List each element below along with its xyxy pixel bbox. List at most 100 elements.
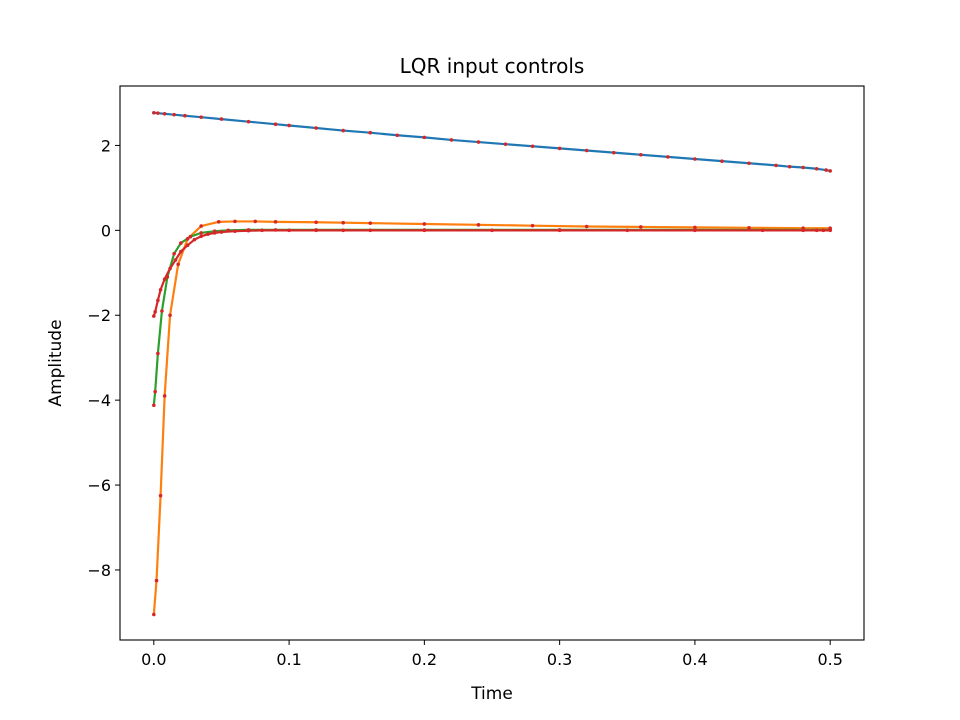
series-2-point	[368, 221, 373, 225]
series-1-point	[183, 113, 187, 118]
series-4-point	[314, 228, 318, 233]
series-1-point	[273, 122, 278, 127]
series-4-point	[821, 228, 826, 233]
series-3-point	[179, 241, 183, 245]
series-4-point	[368, 228, 373, 233]
x-tick-label: 0.4	[682, 650, 707, 669]
series-4-point	[158, 287, 163, 292]
x-tick-label: 0.2	[412, 650, 437, 669]
series-1-point	[824, 168, 828, 172]
series-2-point	[176, 262, 180, 267]
series-line-2	[152, 220, 832, 616]
series-4-point	[233, 229, 237, 233]
series-4-point	[422, 228, 427, 233]
y-axis: −8 −6 −4 −2 0 2	[87, 136, 120, 580]
series-2-point	[693, 225, 697, 230]
series-1-point	[814, 166, 819, 171]
series-1-point	[611, 150, 616, 155]
series-4-point	[179, 249, 183, 254]
x-tick-label: 0.0	[141, 650, 166, 669]
marker-layer	[152, 110, 832, 617]
series-4-point	[801, 228, 805, 233]
series-4-point	[557, 228, 562, 233]
series-1-point	[449, 138, 454, 142]
series-1-point	[828, 169, 832, 173]
series-2-point	[185, 237, 190, 241]
series-2-point	[584, 224, 589, 229]
series-3-point	[165, 275, 170, 279]
series-2-point	[158, 493, 163, 498]
series-2-point	[530, 223, 535, 228]
series-1-point	[246, 119, 251, 124]
series-1-point	[422, 135, 427, 140]
y-tick-label: −2	[87, 306, 111, 325]
series-2-point	[154, 578, 159, 583]
x-tick-label: 0.5	[817, 650, 842, 669]
series-3-point	[160, 309, 164, 313]
series-4-point	[219, 230, 224, 234]
series-4-point	[168, 266, 172, 271]
series-4-point	[212, 231, 217, 235]
series-4-point	[153, 310, 157, 314]
series-4-point	[152, 314, 156, 318]
series-4-point	[173, 258, 178, 262]
series-4-point	[490, 228, 494, 233]
series-4-point	[246, 228, 251, 233]
series-1-point	[693, 157, 697, 161]
series-1-point	[584, 148, 589, 153]
series-4-point	[199, 234, 203, 239]
series-3-point	[226, 228, 231, 233]
series-1-point	[720, 159, 724, 163]
series-3-point	[172, 251, 176, 256]
series-2-point	[162, 394, 167, 398]
series-2-point	[341, 220, 346, 225]
series-3-point	[273, 228, 278, 232]
series-1-point	[219, 117, 224, 121]
series-2-point	[216, 220, 221, 224]
series-1-point	[801, 165, 805, 170]
series-3-point	[199, 231, 203, 235]
series-1-point	[152, 110, 156, 115]
series-4-point	[287, 228, 291, 233]
series-1-point	[341, 128, 346, 133]
series-4-point	[760, 228, 765, 233]
series-2-point	[273, 220, 278, 224]
x-axis-label: Time	[470, 684, 513, 704]
series-4-point	[192, 237, 197, 242]
x-axis: 0.0 0.1 0.2 0.3 0.4 0.5	[141, 640, 843, 669]
series-2-point	[747, 225, 751, 230]
series-3-point	[153, 389, 157, 394]
series-4-point	[828, 228, 832, 233]
series-1-point	[787, 164, 792, 169]
series-3-point	[152, 403, 156, 408]
y-tick-label: 2	[101, 136, 111, 155]
y-tick-label: 0	[101, 221, 111, 240]
y-tick-label: −6	[87, 476, 111, 495]
series-2-point	[253, 219, 258, 224]
series-4-point	[206, 232, 210, 236]
series-1-point	[314, 126, 318, 130]
x-tick-label: 0.1	[276, 650, 301, 669]
series-1-point	[172, 112, 176, 117]
chart-title: LQR input controls	[400, 54, 585, 78]
y-tick-label: −8	[87, 561, 111, 580]
series-1-point	[530, 144, 535, 149]
series-1-point	[156, 111, 160, 115]
series-4-point	[625, 228, 630, 233]
series-4-point	[260, 228, 264, 233]
series-2-point	[233, 219, 237, 224]
series-1-point	[774, 163, 778, 168]
series-2-point	[199, 224, 203, 228]
series-4-point	[156, 298, 160, 303]
series-1-point	[666, 155, 670, 159]
series-4-point	[162, 277, 167, 281]
series-3-point	[188, 234, 193, 239]
series-1-point	[395, 133, 400, 138]
series-1-point	[162, 112, 167, 116]
series-2-point	[422, 222, 427, 226]
series-1-point	[557, 146, 562, 151]
series-1-point	[368, 130, 373, 135]
series-1-point	[199, 115, 203, 119]
